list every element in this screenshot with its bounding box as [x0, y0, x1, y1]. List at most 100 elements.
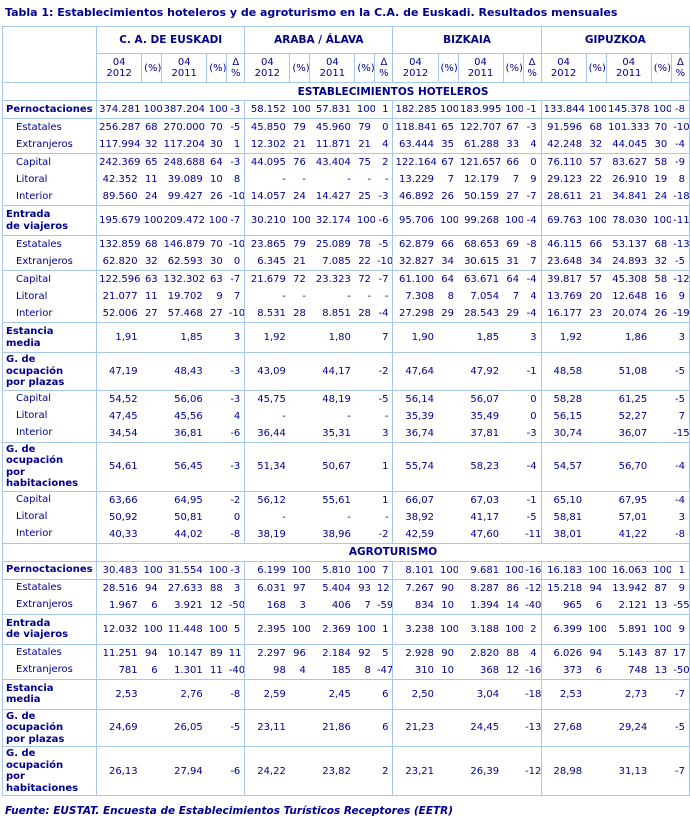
cell: 100: [206, 613, 227, 644]
cell: 23,21: [392, 746, 438, 796]
cell: 30.483: [96, 560, 142, 579]
cell: 44.095: [244, 153, 290, 171]
cell: 374.281: [96, 100, 142, 119]
period-header: 04 2011: [309, 53, 356, 83]
cell: 64,95: [161, 490, 207, 509]
cell: [206, 708, 227, 747]
cell: 1,91: [96, 322, 142, 353]
cell: [142, 526, 162, 544]
cell: 5: [226, 613, 245, 644]
cell: 209.472: [161, 205, 207, 236]
cell: 11.251: [96, 643, 142, 662]
cell: 38,92: [392, 508, 438, 526]
cell: 57.831: [309, 100, 355, 119]
row-label: Litoral: [2, 407, 98, 425]
cell: 2,53: [540, 678, 587, 709]
cell: -: [367, 291, 371, 302]
cell: [289, 746, 310, 796]
cell: 86: [503, 578, 524, 597]
cell: 2: [523, 613, 542, 644]
cell: 26: [654, 308, 668, 319]
cell: 38,19: [244, 525, 290, 543]
cell: 30.210: [244, 205, 290, 236]
cell: 12.648: [612, 291, 648, 302]
cell: 23.865: [244, 235, 290, 253]
cell: 5.810: [309, 560, 355, 579]
cell: 32: [654, 256, 668, 267]
cell: 5: [374, 643, 393, 662]
cell: [141, 678, 162, 709]
cell: -4: [671, 490, 690, 509]
cell: 27: [506, 191, 520, 202]
cell: 52.006: [96, 305, 142, 323]
cell: [354, 322, 375, 353]
cell: [651, 408, 671, 425]
cell: 48,43: [161, 352, 207, 390]
cell: -13: [671, 235, 690, 253]
period-header: (%): [354, 53, 376, 83]
row-label: Entrada de viajeros: [2, 205, 98, 236]
cell: -10: [228, 308, 245, 319]
cell: -7: [226, 205, 245, 236]
cell: -12: [523, 578, 542, 597]
cell: 6: [374, 708, 393, 747]
cell: 47,64: [392, 352, 438, 390]
row-label: Interior: [2, 305, 98, 323]
cell: -8: [230, 528, 241, 540]
cell: 100: [586, 560, 607, 579]
cell: 3: [523, 322, 542, 353]
cell: 38,01: [540, 525, 587, 543]
cell: -5: [675, 256, 685, 267]
cell: [651, 441, 672, 491]
cell: -3: [378, 191, 389, 202]
cell: [206, 389, 227, 408]
cell: 34: [441, 256, 455, 267]
cell: 133.844: [540, 100, 587, 119]
cell: 31,13: [606, 746, 652, 796]
group-header-4: GIPUZKOA: [540, 26, 690, 54]
period-header: 04 2012: [244, 53, 291, 83]
cell: 90: [438, 643, 459, 662]
cell: -3: [226, 153, 245, 171]
cell: 68: [141, 235, 162, 253]
cell: 2,76: [161, 678, 207, 709]
cell: [355, 509, 375, 526]
cell: 14: [506, 599, 520, 611]
period-header: 04 2011: [605, 53, 652, 83]
cell: 100: [503, 560, 524, 579]
cell: 43,09: [244, 352, 290, 390]
cell: 100: [289, 205, 310, 236]
table-row: Estatales 28.516 94 27.633 88 3 6.031 97 5.404 93…: [2, 578, 690, 597]
cell: 62.593: [167, 256, 203, 267]
cell: 76: [289, 153, 310, 171]
cell: 4: [530, 139, 537, 150]
period-header: Δ %: [670, 53, 690, 83]
cell: -18: [673, 191, 690, 202]
cell: [438, 352, 459, 390]
header-row-periods: 04 2012 (%) 04 2011 (%) Δ % 04 2012 (%) 04 2011…: [3, 53, 690, 83]
cell: 27.633: [161, 578, 207, 597]
cell: 70: [206, 235, 227, 253]
cell: 7: [374, 560, 393, 579]
table-row: Capital 63,66 64,95 -2 56,12 55,61 1 66,07 67,03…: [2, 490, 690, 509]
cell: 36,44: [244, 424, 290, 442]
cell: -11: [671, 205, 690, 236]
cell: [141, 322, 162, 353]
cell: 69: [503, 235, 524, 253]
cell: 28: [358, 308, 371, 319]
group-header-2: ARABA / ÁLAVA: [244, 26, 394, 54]
cell: 31.554: [161, 560, 207, 579]
cell: 2.820: [458, 643, 504, 662]
cell: 57: [586, 153, 607, 171]
cell: 12.302: [244, 136, 290, 154]
cell: [438, 441, 459, 491]
row-label: Litoral: [2, 508, 98, 526]
cell: 35,39: [392, 407, 438, 425]
cell: [354, 678, 375, 709]
cell: 58: [651, 153, 672, 171]
cell: 32: [144, 256, 158, 267]
table-row: Extranjeros 781 6 1.301 11 -40 98 4 185 8 -47 310 10…: [2, 661, 690, 679]
cell: 2.395: [244, 613, 290, 644]
cell: [503, 490, 524, 509]
